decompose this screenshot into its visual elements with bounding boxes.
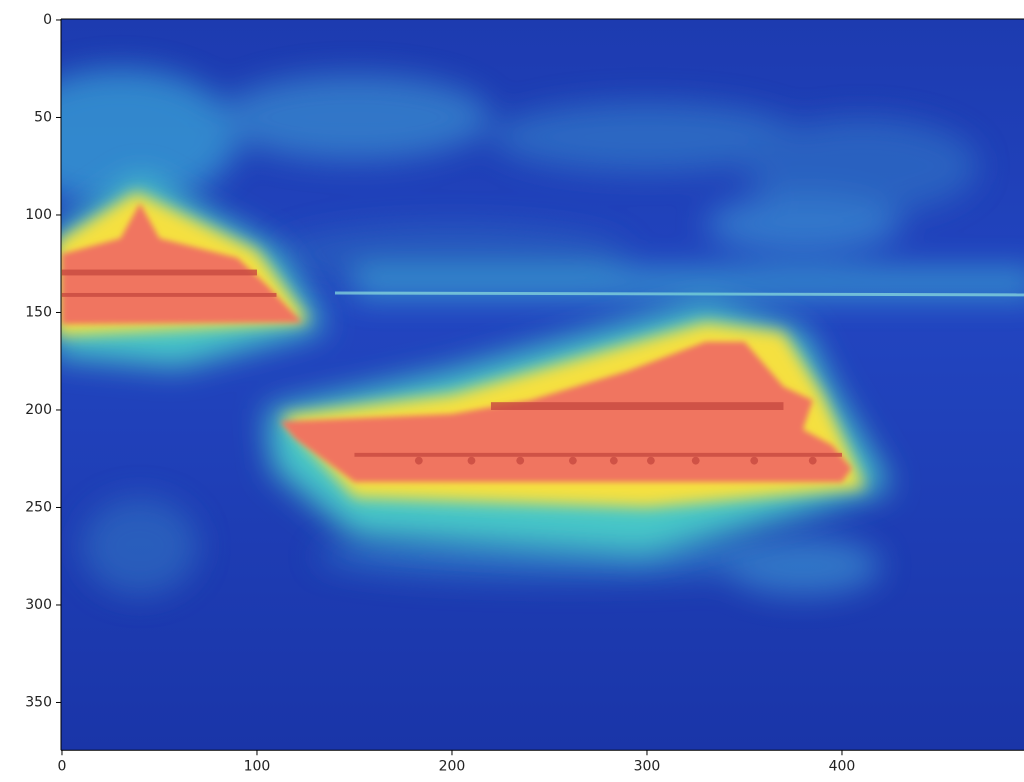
x-tick-label: 400: [829, 758, 856, 774]
y-tick-label: 50: [34, 109, 52, 125]
y-tick-label: 250: [25, 499, 52, 515]
y-tick-label: 300: [25, 597, 52, 613]
x-tick-label: 200: [439, 758, 466, 774]
y-tick-label: 100: [25, 207, 52, 223]
x-tick-label: 100: [244, 758, 271, 774]
chart: 0 100 200 300 400 0 50 100 150 200 250 300 350: [0, 0, 1024, 778]
x-tick-label: 0: [58, 758, 67, 774]
y-tick-label: 200: [25, 402, 52, 418]
heatmap-image: [3, 19, 1024, 750]
y-tick-label: 350: [25, 694, 52, 710]
page: 0100200300400050100150200250300350 (() =…: [0, 0, 1024, 782]
x-tick-label: 300: [634, 758, 661, 774]
y-tick-label: 0: [43, 12, 52, 28]
y-tick-label: 150: [25, 304, 52, 320]
